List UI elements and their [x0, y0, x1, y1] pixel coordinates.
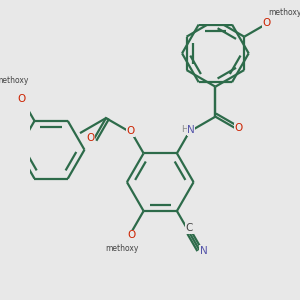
Text: H: H: [181, 125, 188, 134]
Text: O: O: [263, 18, 271, 28]
Text: methoxy: methoxy: [0, 76, 29, 85]
Text: N: N: [187, 125, 195, 135]
Text: methoxy: methoxy: [268, 8, 300, 17]
Text: N: N: [200, 246, 207, 256]
Text: C: C: [186, 224, 193, 233]
Text: O: O: [86, 133, 94, 143]
Text: O: O: [235, 123, 243, 133]
Text: O: O: [127, 230, 135, 240]
Text: O: O: [17, 94, 25, 104]
Text: O: O: [126, 126, 134, 136]
Text: methoxy: methoxy: [105, 244, 139, 253]
